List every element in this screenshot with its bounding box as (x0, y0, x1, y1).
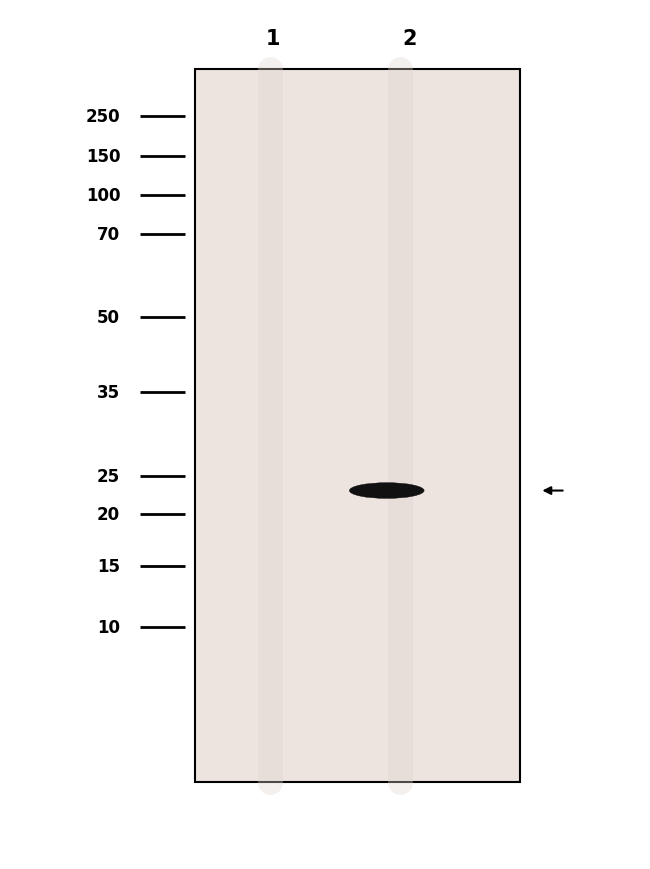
Text: 70: 70 (97, 226, 120, 243)
Text: 25: 25 (97, 468, 120, 485)
Text: 2: 2 (402, 30, 417, 49)
Text: 1: 1 (266, 30, 280, 49)
Text: 20: 20 (97, 506, 120, 523)
Text: 50: 50 (98, 308, 120, 326)
Text: 100: 100 (86, 187, 120, 204)
Text: 35: 35 (97, 384, 120, 401)
Text: 250: 250 (86, 109, 120, 126)
Text: 150: 150 (86, 148, 120, 165)
Ellipse shape (350, 483, 424, 499)
Bar (195, 70, 520, 782)
Text: 10: 10 (98, 619, 120, 636)
Text: 15: 15 (98, 558, 120, 575)
